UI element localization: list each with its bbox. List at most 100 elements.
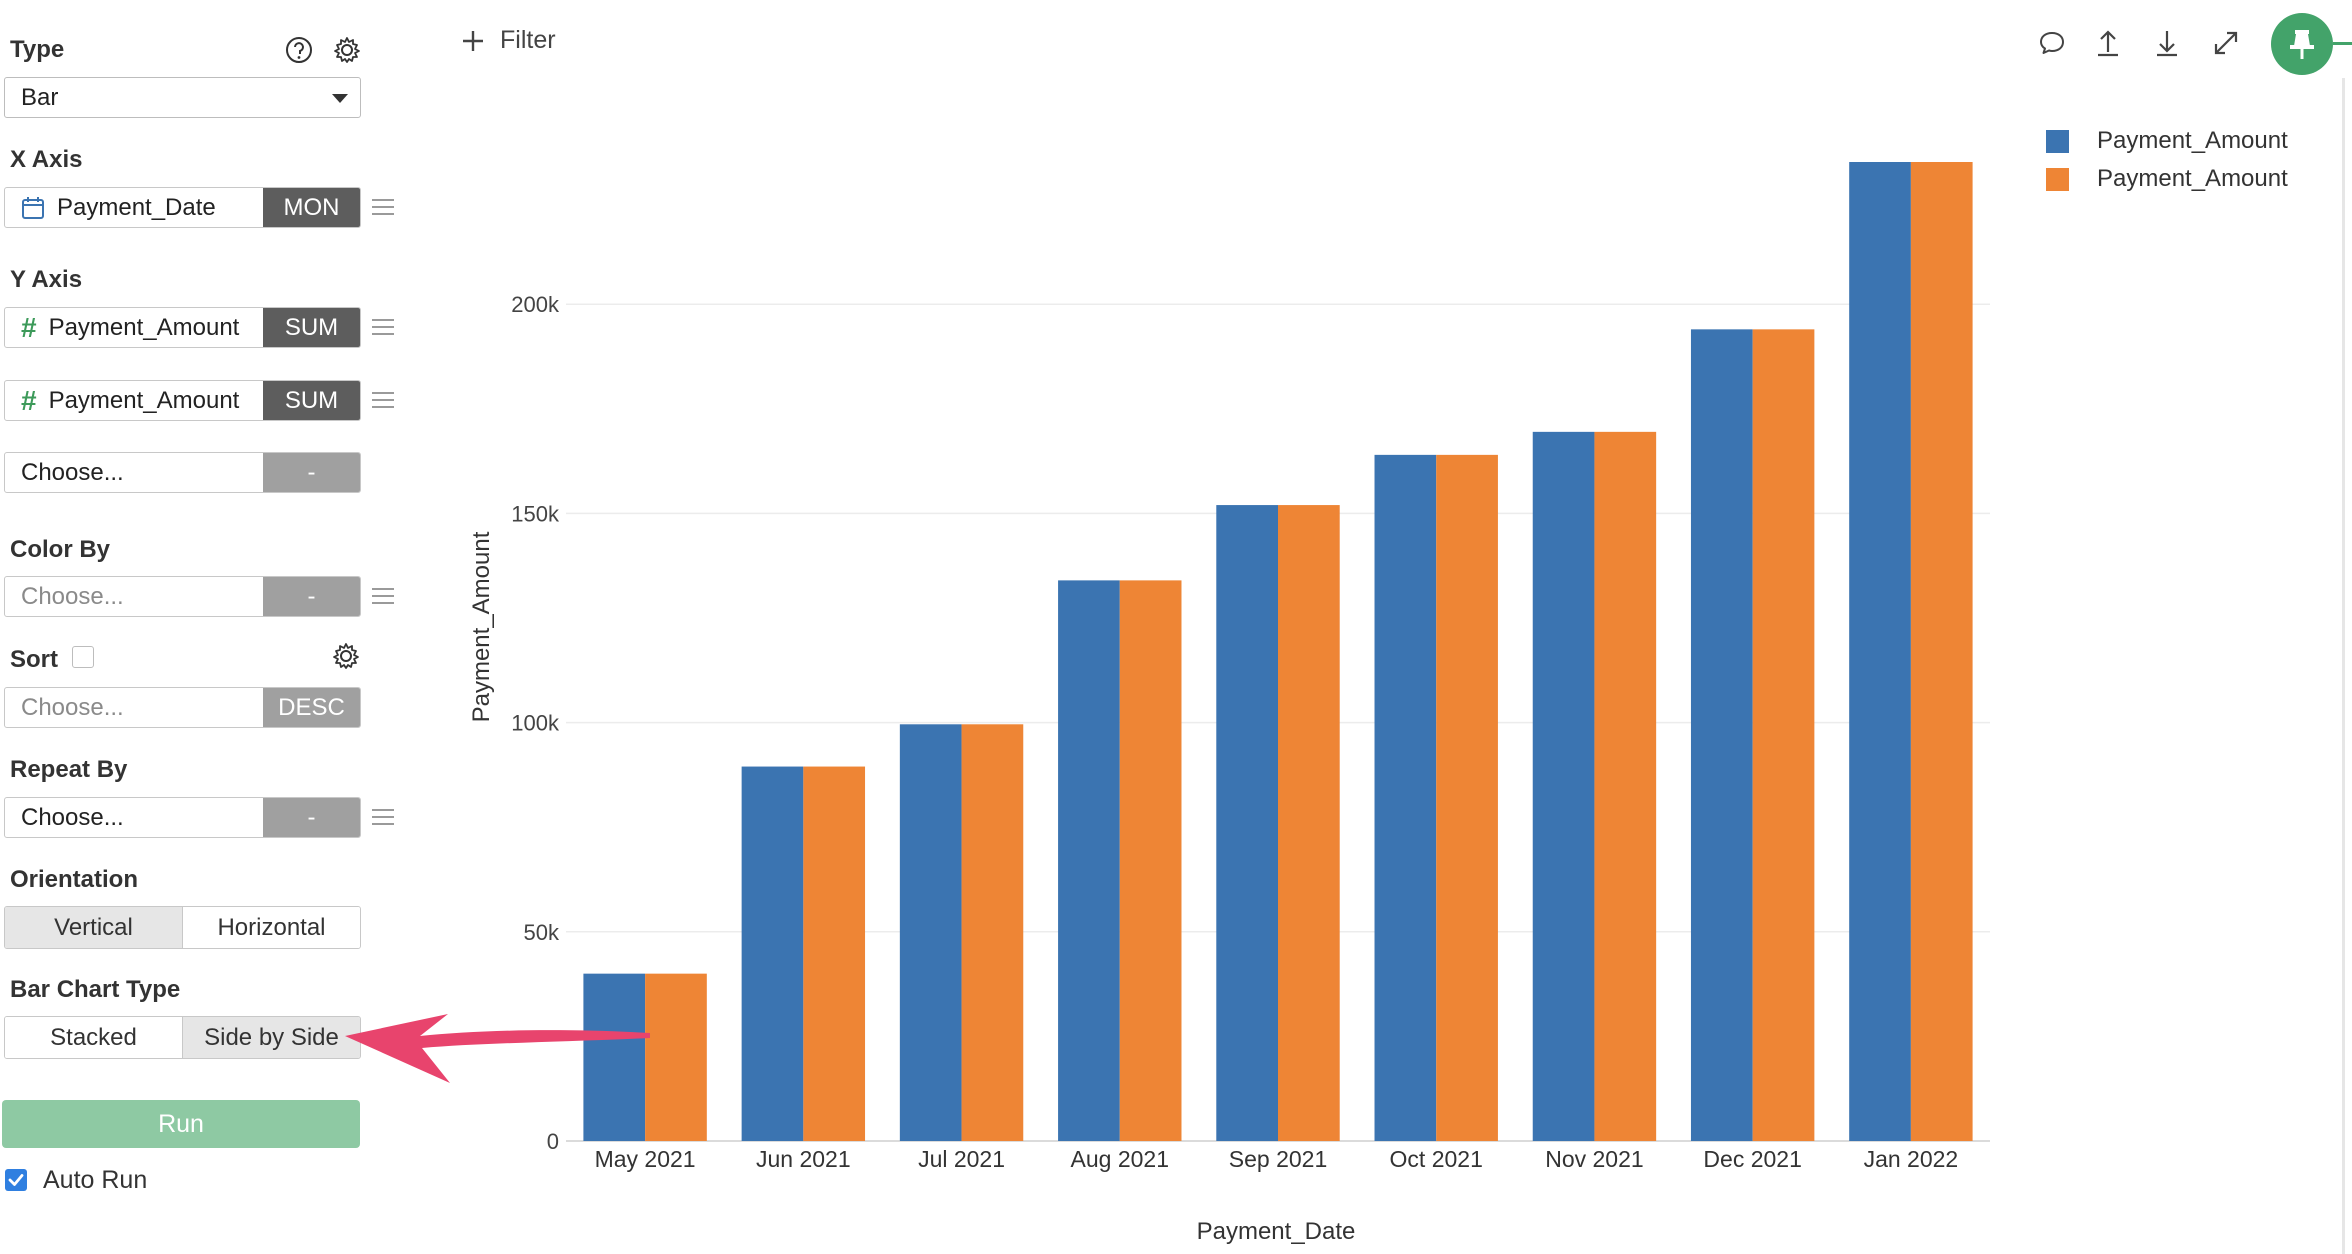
x-tick-label: Nov 2021 [1545, 1146, 1643, 1172]
y-tick-label: 0 [547, 1129, 559, 1154]
legend-swatch [2046, 129, 2069, 153]
bar [1058, 580, 1120, 1141]
bar [645, 973, 707, 1141]
repeat-by-placeholder: Choose... [21, 803, 124, 831]
drag-handle-icon[interactable] [372, 392, 394, 408]
x-tick-label: Aug 2021 [1071, 1146, 1169, 1172]
filter-label: Filter [500, 26, 556, 54]
export-icon[interactable] [2093, 28, 2123, 58]
sort-field[interactable]: Choose... DESC [4, 687, 361, 728]
x-tick-label: Oct 2021 [1390, 1146, 1483, 1172]
y-tick-label: 50k [524, 920, 560, 945]
legend-label: Payment_Amount [2097, 127, 2288, 154]
color-by-field[interactable]: Choose... - [4, 576, 361, 617]
bar-chart-type-toggle: Stacked Side by Side [4, 1016, 361, 1059]
bar [1594, 431, 1657, 1142]
legend-swatch [2046, 167, 2069, 191]
bar [1278, 505, 1340, 1142]
repeat-by-aggregation-button[interactable]: - [263, 798, 360, 837]
sort-checkbox[interactable] [72, 646, 94, 668]
x-tick-label: May 2021 [595, 1146, 696, 1172]
chart-type-select[interactable]: Bar [4, 77, 361, 118]
sort-label: Sort [10, 646, 58, 673]
bar [1910, 162, 1973, 1141]
bar [803, 766, 866, 1141]
bar-type-stacked-button[interactable]: Stacked [5, 1017, 182, 1058]
bar [1752, 329, 1815, 1141]
type-label: Type [10, 36, 65, 63]
bar [1532, 431, 1595, 1142]
help-icon[interactable] [284, 35, 314, 65]
x-tick-label: Jul 2021 [918, 1146, 1005, 1172]
scrollbar-track[interactable] [2342, 78, 2345, 1254]
repeat-by-field[interactable]: Choose... - [4, 797, 361, 838]
y-axis-add-field[interactable]: Choose... - [4, 452, 361, 493]
plus-icon [463, 30, 483, 51]
checkmark-icon [8, 1174, 24, 1186]
y-axis-label: Y Axis [10, 266, 83, 293]
orientation-horizontal-button[interactable]: Horizontal [182, 907, 360, 948]
panel-connector-line [2333, 42, 2352, 45]
x-axis-ticks: May 2021 Jun 2021 Jul 2021 Aug 2021 Sep 2021… [595, 1146, 1959, 1172]
chart-type-value: Bar [21, 83, 59, 111]
bar-series [583, 162, 1973, 1142]
y-tick-label: 150k [511, 501, 560, 526]
y-axis-ticks: 0 50k 100k 150k 200k [511, 292, 560, 1154]
annotation-arrow [345, 1014, 650, 1083]
y-axis-field-2[interactable]: # Payment_Amount SUM [4, 380, 361, 421]
x-axis-label: X Axis [10, 146, 83, 173]
y-axis-field-2-name: Payment_Amount [48, 386, 240, 414]
orientation-label: Orientation [10, 866, 139, 893]
bar [1216, 505, 1278, 1142]
bar [899, 724, 962, 1141]
number-type-icon: # [21, 311, 37, 343]
orientation-toggle: Vertical Horizontal [4, 906, 361, 949]
drag-handle-icon[interactable] [372, 809, 394, 825]
x-axis-field[interactable]: Payment_Date MON [4, 187, 361, 228]
bar-chart-type-label: Bar Chart Type [10, 976, 181, 1003]
legend-item-series-2[interactable]: Payment_Amount [2046, 165, 2288, 193]
y-axis-field-1-aggregation-button[interactable]: SUM [263, 308, 360, 347]
drag-handle-icon[interactable] [372, 319, 394, 335]
auto-run-checkbox[interactable] [5, 1169, 27, 1191]
x-axis-title: Payment_Date [1197, 1218, 1356, 1245]
y-axis-field-1-name: Payment_Amount [48, 313, 240, 341]
bar [1436, 454, 1498, 1141]
x-axis-field-name: Payment_Date [57, 193, 216, 221]
sort-placeholder: Choose... [21, 693, 124, 721]
bar-type-side-by-side-button[interactable]: Side by Side [182, 1017, 360, 1058]
download-icon[interactable] [2152, 28, 2182, 58]
repeat-by-label: Repeat By [10, 756, 128, 783]
legend-item-series-1[interactable]: Payment_Amount [2046, 127, 2288, 155]
sort-order-button[interactable]: DESC [263, 688, 360, 727]
y-axis-field-1[interactable]: # Payment_Amount SUM [4, 307, 361, 348]
drag-handle-icon[interactable] [372, 199, 394, 215]
bar [1690, 329, 1753, 1141]
y-tick-label: 100k [511, 711, 560, 736]
y-axis-field-2-aggregation-button[interactable]: SUM [263, 381, 360, 420]
number-type-icon: # [21, 384, 37, 416]
filter-button[interactable]: Filter [460, 26, 556, 55]
color-by-aggregation-button[interactable]: - [263, 577, 360, 616]
x-tick-label: Sep 2021 [1229, 1146, 1327, 1172]
x-tick-label: Dec 2021 [1703, 1146, 1801, 1172]
y-axis-empty-aggregation-button[interactable]: - [263, 453, 360, 492]
calendar-icon [21, 196, 45, 220]
y-axis-choose-placeholder: Choose... [21, 458, 124, 486]
x-tick-label: Jun 2021 [756, 1146, 851, 1172]
comment-icon[interactable] [2037, 28, 2067, 58]
bar [1119, 580, 1182, 1141]
color-by-label: Color By [10, 536, 111, 563]
drag-handle-icon[interactable] [372, 588, 394, 604]
pin-icon [2290, 30, 2314, 59]
run-button[interactable]: Run [2, 1100, 360, 1148]
bar [1849, 162, 1911, 1141]
gear-icon[interactable] [332, 35, 362, 65]
pin-button[interactable] [2271, 13, 2333, 75]
x-axis-aggregation-button[interactable]: MON [263, 188, 360, 227]
orientation-vertical-button[interactable]: Vertical [5, 907, 182, 948]
color-by-placeholder: Choose... [21, 582, 124, 610]
expand-icon[interactable] [2211, 28, 2241, 58]
sort-settings-gear-icon[interactable] [331, 641, 361, 671]
